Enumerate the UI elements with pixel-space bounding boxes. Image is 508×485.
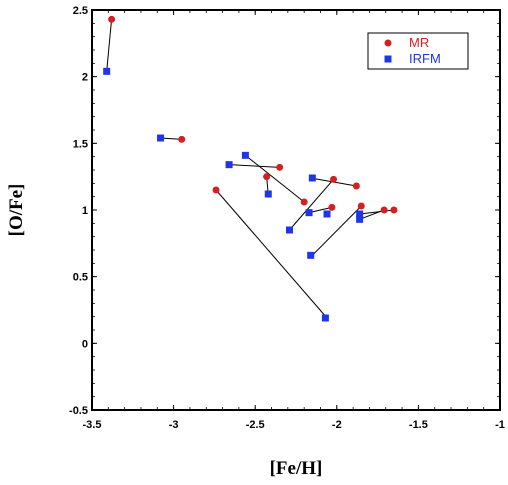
y-tick-label: -0.5 — [69, 405, 88, 417]
x-axis-title: [Fe/H] — [270, 458, 323, 479]
irfm-point — [321, 314, 329, 322]
connector-line — [160, 137, 182, 140]
irfm-point — [103, 67, 111, 75]
connector-line — [311, 205, 362, 256]
mr-point — [328, 203, 336, 211]
plot-frame — [91, 9, 501, 411]
legend-marker-irfm — [384, 55, 392, 63]
mr-point — [212, 186, 220, 194]
y-tick-label: 0.5 — [73, 272, 88, 284]
irfm-point — [356, 215, 364, 223]
irfm-point — [308, 174, 316, 182]
connector-line — [106, 19, 113, 72]
mr-point — [330, 175, 338, 183]
mr-point — [352, 182, 360, 190]
mr-point — [390, 206, 398, 214]
y-tick-label: 2 — [82, 72, 88, 84]
irfm-point — [307, 251, 315, 259]
x-tick-label: -2.5 — [246, 419, 265, 431]
legend-box — [367, 32, 469, 70]
y-tick-label: 1.5 — [73, 138, 88, 150]
irfm-point — [225, 161, 233, 169]
irfm-point — [264, 190, 272, 198]
legend-marker-mr — [384, 39, 392, 47]
mr-point — [108, 15, 116, 23]
irfm-point — [323, 210, 331, 218]
y-tick-label: 1 — [82, 205, 88, 217]
x-tick-label: -1.5 — [409, 419, 428, 431]
connector-lines — [106, 19, 394, 319]
connector-line — [289, 179, 334, 231]
irfm-point — [241, 151, 249, 159]
y-axis-title: [O/Fe] — [6, 184, 27, 237]
legend: MR IRFM — [367, 32, 469, 70]
irfm-point — [157, 134, 165, 142]
y-tick-label: 0 — [82, 338, 88, 350]
connector-line — [245, 154, 305, 203]
connector-line — [308, 206, 333, 214]
connector-line — [229, 164, 280, 168]
x-tick-label: -3 — [169, 419, 179, 431]
legend-label-irfm: IRFM — [409, 51, 441, 66]
connector-line — [359, 209, 394, 215]
x-tick-label: -1 — [495, 419, 505, 431]
connector-line — [215, 189, 328, 319]
x-tick-label: -3.5 — [83, 419, 102, 431]
mr-point — [300, 198, 308, 206]
mr-point — [380, 206, 388, 214]
irfm-point — [285, 226, 293, 234]
mr-point — [276, 163, 284, 171]
mr-point — [178, 135, 186, 143]
data-points — [103, 15, 398, 322]
irfm-point — [356, 210, 364, 218]
mr-point — [357, 202, 365, 210]
legend-label-mr: MR — [409, 35, 429, 50]
x-tick-label: -2 — [332, 419, 342, 431]
y-tick-label: 2.5 — [73, 5, 88, 17]
irfm-point — [305, 209, 313, 217]
mr-point — [263, 173, 271, 181]
